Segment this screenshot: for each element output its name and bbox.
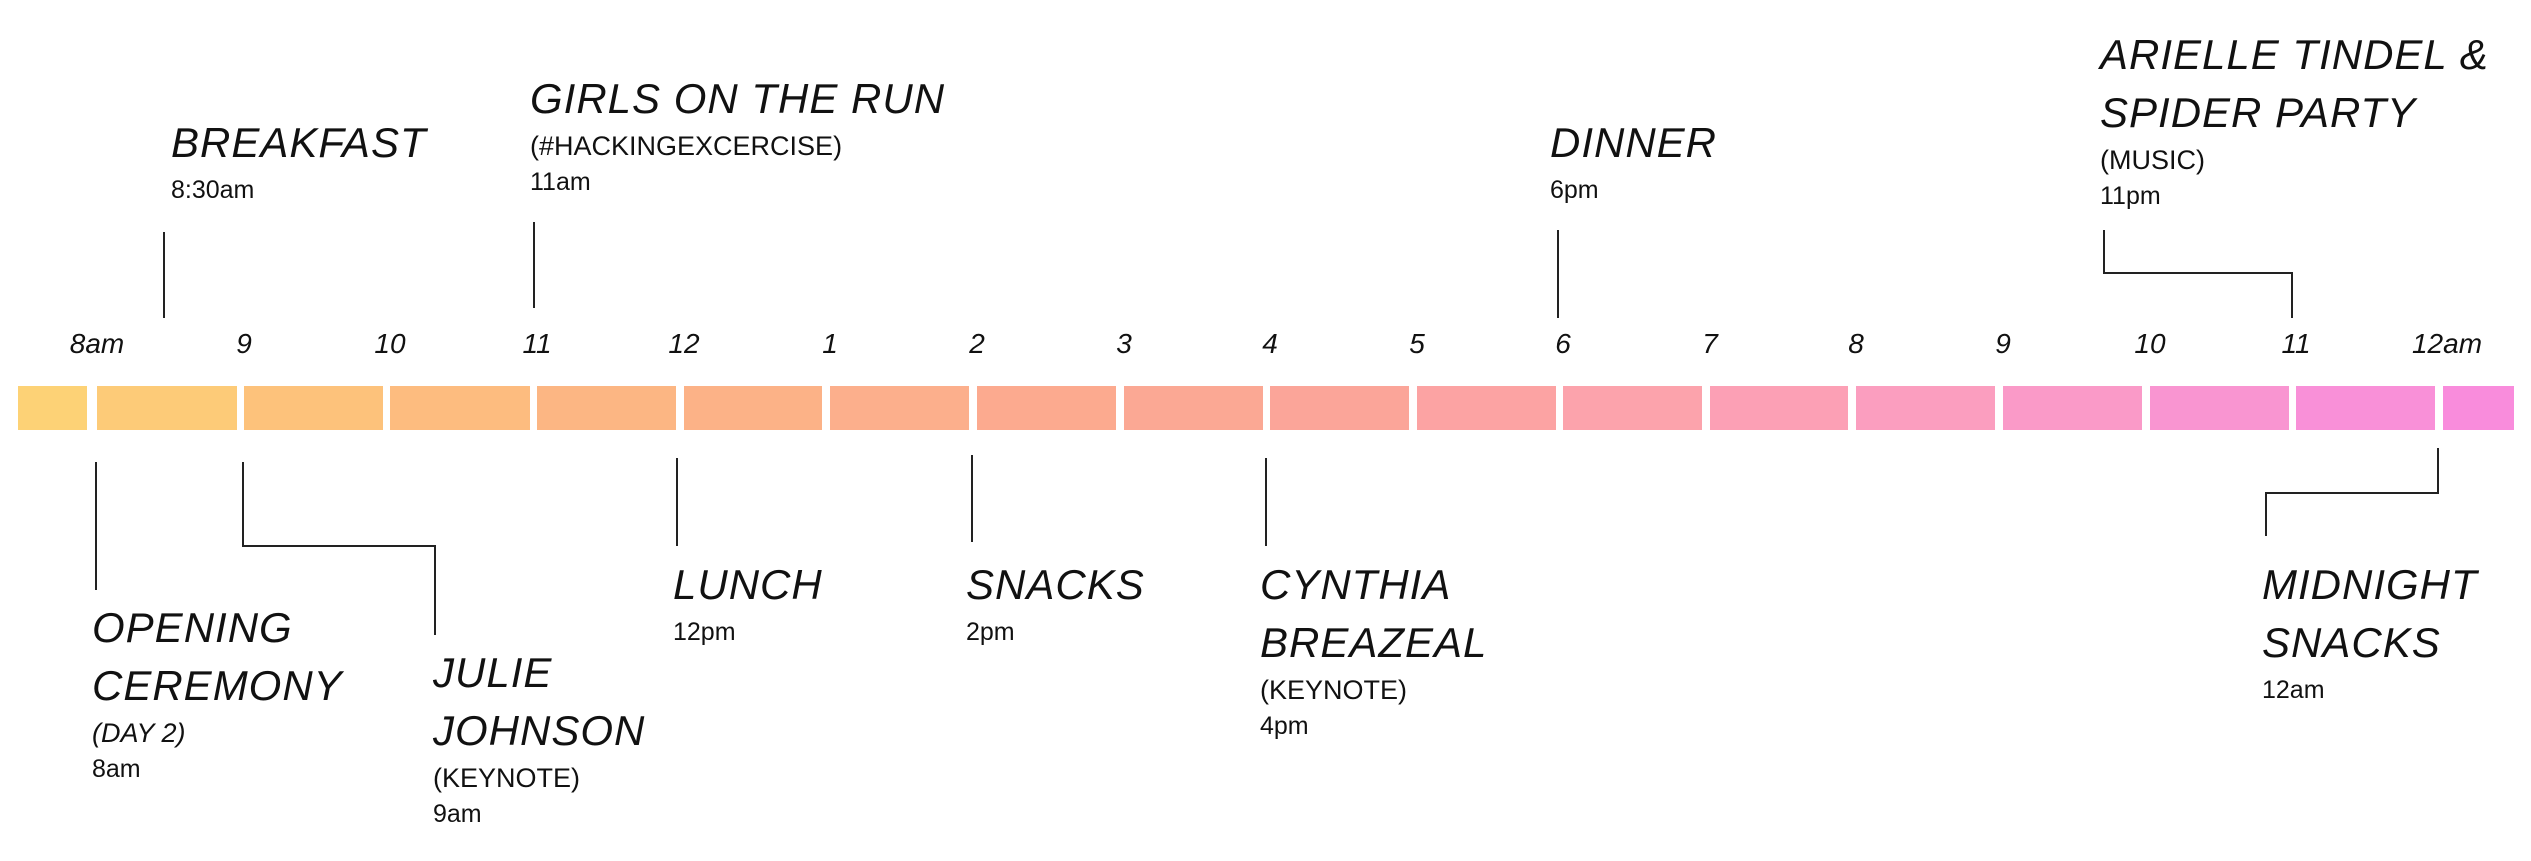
timeline-segment [1124, 386, 1263, 430]
timeline-segment [684, 386, 822, 430]
event-time: 11am [530, 168, 591, 196]
timeline-segment [97, 386, 237, 430]
event-title: MIDNIGHT [2262, 561, 2478, 608]
hour-label: 2 [969, 328, 985, 359]
hour-label: 10 [2134, 328, 2166, 359]
event-cynthia-breazeal: CYNTHIA BREAZEAL (KEYNOTE) 4pm [1260, 556, 1487, 744]
timeline-segment [2296, 386, 2435, 430]
event-opening-ceremony: OPENING CEREMONY (DAY 2) 8am [92, 599, 343, 787]
event-title-line-2: CEREMONY [92, 662, 343, 709]
event-julie-johnson: JULIE JOHNSON (KEYNOTE) 9am [433, 644, 645, 832]
hour-label: 3 [1116, 328, 1132, 359]
timeline-segment [1563, 386, 1702, 430]
event-title-line-2: BREAZEAL [1260, 619, 1488, 666]
event-snacks: SNACKS 2pm [966, 556, 1145, 650]
hour-label: 8 [1848, 328, 1864, 359]
event-midnight-snacks: MIDNIGHT SNACKS 12am [2262, 556, 2478, 708]
event-time: 4pm [1260, 712, 1309, 740]
event-subtitle: (DAY 2) [92, 718, 186, 748]
event-subtitle: (KEYNOTE) [1260, 675, 1408, 705]
event-title-line-2: SNACKS [2262, 619, 2441, 666]
connector-line [533, 222, 535, 308]
hour-label: 9 [236, 328, 252, 359]
event-subtitle: (MUSIC) [2100, 145, 2205, 175]
connector-line [95, 462, 97, 590]
connector-line [163, 232, 165, 318]
event-time: 8:30am [171, 176, 255, 204]
event-title: ARIELLE TINDEL & [2100, 31, 2489, 78]
hour-label: 12am [2411, 328, 2483, 359]
hour-label: 11 [2281, 328, 2311, 359]
event-time: 2pm [966, 618, 1015, 646]
hour-label: 6 [1555, 328, 1571, 359]
event-time: 8am [92, 755, 141, 783]
event-girls-on-the-run: GIRLS ON THE RUN (#HACKINGEXCERCISE) 11a… [530, 70, 945, 200]
event-time: 9am [433, 800, 482, 828]
connector-line [242, 545, 436, 547]
connector-line [676, 458, 678, 546]
timeline-segment [1710, 386, 1848, 430]
connector-line [2265, 492, 2439, 494]
connector-line [971, 455, 973, 542]
event-time: 6pm [1550, 176, 1599, 204]
event-title-line-2: JOHNSON [433, 707, 646, 754]
timeline-segment [1856, 386, 1995, 430]
event-breakfast: BREAKFAST 8:30am [171, 114, 427, 208]
connector-line [1265, 458, 1267, 546]
timeline-segment [1417, 386, 1556, 430]
hour-label: 11 [522, 328, 552, 359]
event-title: LUNCH [673, 561, 823, 608]
connector-line [434, 545, 436, 635]
connector-line [2291, 272, 2293, 318]
timeline-segment [2003, 386, 2142, 430]
hour-label: 4 [1262, 328, 1278, 359]
hour-label: 8am [69, 328, 125, 359]
event-subtitle: (#HACKINGEXCERCISE) [530, 131, 843, 161]
event-title-line-2: SPIDER PARTY [2100, 89, 2417, 136]
timeline-segment [830, 386, 969, 430]
hour-label: 9 [1995, 328, 2011, 359]
timeline-segment [977, 386, 1116, 430]
event-title: JULIE [433, 649, 553, 696]
hour-label: 7 [1702, 328, 1718, 359]
event-title: GIRLS ON THE RUN [530, 75, 946, 122]
connector-line [1557, 230, 1559, 318]
event-title: DINNER [1550, 119, 1718, 166]
connector-line [2103, 230, 2105, 274]
timeline-segment [2150, 386, 2289, 430]
connector-line [2265, 492, 2267, 536]
connector-line [242, 462, 244, 547]
hour-label: 5 [1409, 328, 1425, 359]
event-title: BREAKFAST [171, 119, 427, 166]
hour-label: 10 [374, 328, 406, 359]
hour-label: 12 [668, 328, 700, 359]
event-dinner: DINNER 6pm [1550, 114, 1717, 208]
timeline-segment [2443, 386, 2514, 430]
event-title: CYNTHIA [1260, 561, 1452, 608]
connector-line [2103, 272, 2293, 274]
timeline-segment [537, 386, 676, 430]
timeline-segment [244, 386, 383, 430]
event-lunch: LUNCH 12pm [673, 556, 823, 650]
timeline-segment [1270, 386, 1409, 430]
timeline-segment [390, 386, 530, 430]
timeline-segment [18, 386, 87, 430]
event-time: 12pm [673, 618, 736, 646]
connector-line [2437, 448, 2439, 494]
event-subtitle: (KEYNOTE) [433, 763, 581, 793]
event-arielle-tindel: ARIELLE TINDEL & SPIDER PARTY (MUSIC) 11… [2100, 26, 2489, 214]
event-title: SNACKS [966, 561, 1145, 608]
event-title: OPENING [92, 604, 293, 651]
event-time: 11pm [2100, 182, 2161, 210]
hour-label: 1 [822, 328, 838, 359]
event-time: 12am [2262, 676, 2325, 704]
